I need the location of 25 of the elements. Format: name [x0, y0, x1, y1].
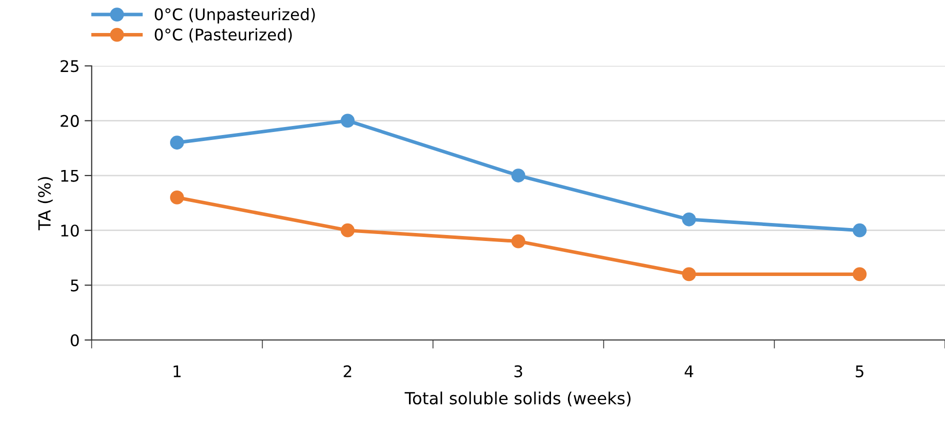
x-tick-label: 2: [344, 365, 352, 378]
legend-label: 0°C (Pasteurized): [154, 28, 292, 42]
x-tick-label: 3: [514, 365, 522, 378]
point: [340, 114, 355, 128]
y-tick-label: 15: [61, 170, 78, 182]
legend-label: 0°C (Unpasteurized): [154, 8, 315, 24]
point: [511, 168, 526, 182]
point: [340, 223, 355, 238]
x-tick-label: 4: [684, 365, 694, 378]
y-tick-label: 20: [60, 114, 79, 127]
x-tick-label: 1: [174, 365, 181, 378]
point: [852, 223, 867, 238]
x-tick-label: 5: [856, 365, 864, 378]
point: [682, 267, 696, 282]
y-tick-label: 10: [61, 224, 79, 237]
point: [852, 267, 867, 282]
point: [511, 234, 526, 248]
y-tick-label: 5: [70, 280, 78, 292]
point: [682, 212, 696, 226]
x-axis-title: Total soluble solids (weeks): [404, 392, 631, 406]
y-tick-label: 0: [70, 334, 79, 346]
point: [170, 190, 184, 204]
y-tick-label: 25: [60, 60, 78, 72]
y-axis-title: TA (%): [38, 177, 53, 230]
point: [170, 136, 184, 150]
